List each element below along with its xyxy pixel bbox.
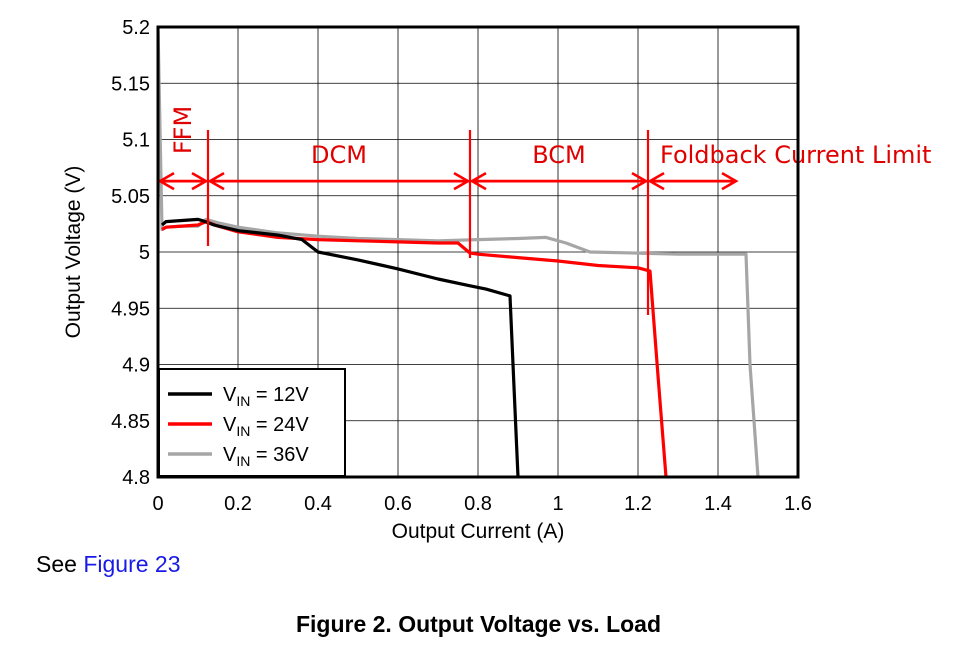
y-tick-label: 5.05 <box>111 186 150 208</box>
region-label: BCM <box>532 141 586 169</box>
x-tick-label: 0.2 <box>224 493 252 515</box>
arrow-head <box>453 171 471 191</box>
plot-frame <box>156 25 800 479</box>
see-prefix: See <box>36 551 84 577</box>
x-tick-label: 1 <box>552 493 563 515</box>
x-tick-label: 0.8 <box>464 493 492 515</box>
x-tick-label: 1.4 <box>704 493 732 515</box>
arrow-head <box>721 171 739 191</box>
arrow-head <box>157 171 175 191</box>
legend-label: VIN = 36V <box>223 444 309 469</box>
x-tick-label: 1.2 <box>624 493 652 515</box>
x-tick-label: 1.6 <box>784 493 812 515</box>
y-tick-label: 5.1 <box>122 130 150 152</box>
x-axis-label: Output Current (A) <box>392 520 565 543</box>
x-tick-label: 0 <box>152 493 163 515</box>
y-tick-label: 5 <box>139 242 150 264</box>
arrow-head <box>647 171 665 191</box>
region-label: FFM <box>169 106 197 154</box>
y-tick-label: 4.8 <box>122 467 150 489</box>
figure-caption: Figure 2. Output Voltage vs. Load <box>295 611 662 637</box>
series-lines <box>156 26 760 478</box>
arrow-head <box>207 171 225 191</box>
legend-label: VIN = 24V <box>223 414 309 439</box>
y-tick-label: 4.85 <box>111 411 150 433</box>
y-tick-label: 5.15 <box>111 73 150 95</box>
arrow-head <box>631 171 649 191</box>
arrow-head <box>469 171 487 191</box>
y-tick-label: 5.2 <box>122 17 150 39</box>
region-label: DCM <box>311 141 367 169</box>
region-label: Foldback Current Limit <box>660 141 931 169</box>
x-tick-label: 0.6 <box>384 493 412 515</box>
y-tick-label: 4.95 <box>111 298 150 320</box>
arrow-head <box>191 171 209 191</box>
mode-annotations: FFM DCM BCM Foldback Current Limit <box>157 106 931 315</box>
series-line-1 <box>160 217 520 478</box>
legend: VIN = 12V VIN = 24V VIN = 36V <box>158 368 346 477</box>
tick-labels: 0 0.2 0.4 0.6 0.8 1 1.2 1.4 1.6 4.8 4.85 4.9 4.95 5 5.… <box>111 17 812 515</box>
legend-label: VIN = 12V <box>223 384 309 409</box>
see-reference: See Figure 23 <box>36 551 181 578</box>
series-line-2 <box>161 220 668 478</box>
x-tick-label: 0.4 <box>304 493 332 515</box>
y-tick-label: 4.9 <box>122 355 150 377</box>
y-axis-label: Output Voltage (V) <box>62 166 85 339</box>
figure-23-link[interactable]: Figure 23 <box>83 551 181 577</box>
